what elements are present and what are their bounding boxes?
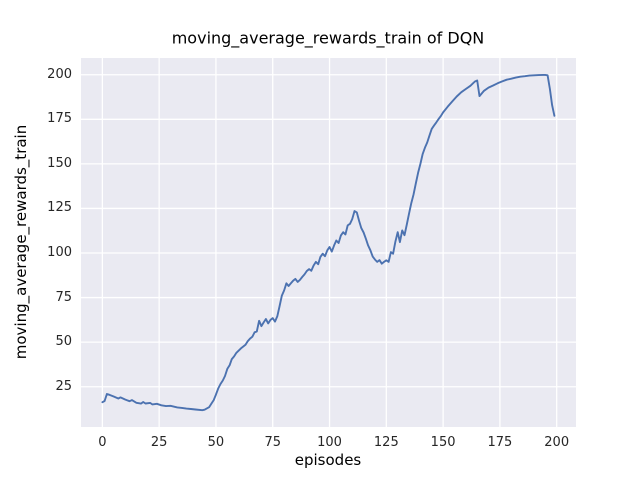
plot-area (81, 58, 576, 427)
y-tick-label: 75 (55, 289, 72, 305)
chart-title: moving_average_rewards_train of DQN (171, 28, 485, 48)
x-tick-label: 200 (544, 435, 570, 450)
y-tick-label: 200 (47, 66, 72, 82)
y-tick-label: 50 (55, 334, 72, 350)
x-axis-label: episodes (294, 451, 362, 469)
y-tick-label: 100 (47, 245, 72, 261)
x-tick-label: 75 (264, 435, 281, 450)
y-tick-label: 150 (47, 155, 72, 171)
x-tick-label: 150 (430, 435, 456, 450)
x-tick-label: 100 (317, 435, 342, 450)
x-tick-label: 0 (98, 435, 107, 450)
data-line (101, 73, 556, 412)
y-tick-label: 175 (47, 111, 72, 127)
x-tick-label: 175 (487, 435, 513, 450)
x-tick-label: 50 (207, 435, 225, 450)
line-plot-canvas (81, 58, 576, 427)
y-tick-label: 125 (47, 200, 72, 216)
x-tick-label: 125 (373, 435, 399, 450)
x-tick-label: 25 (150, 435, 168, 450)
y-tick-label: 25 (55, 378, 72, 394)
